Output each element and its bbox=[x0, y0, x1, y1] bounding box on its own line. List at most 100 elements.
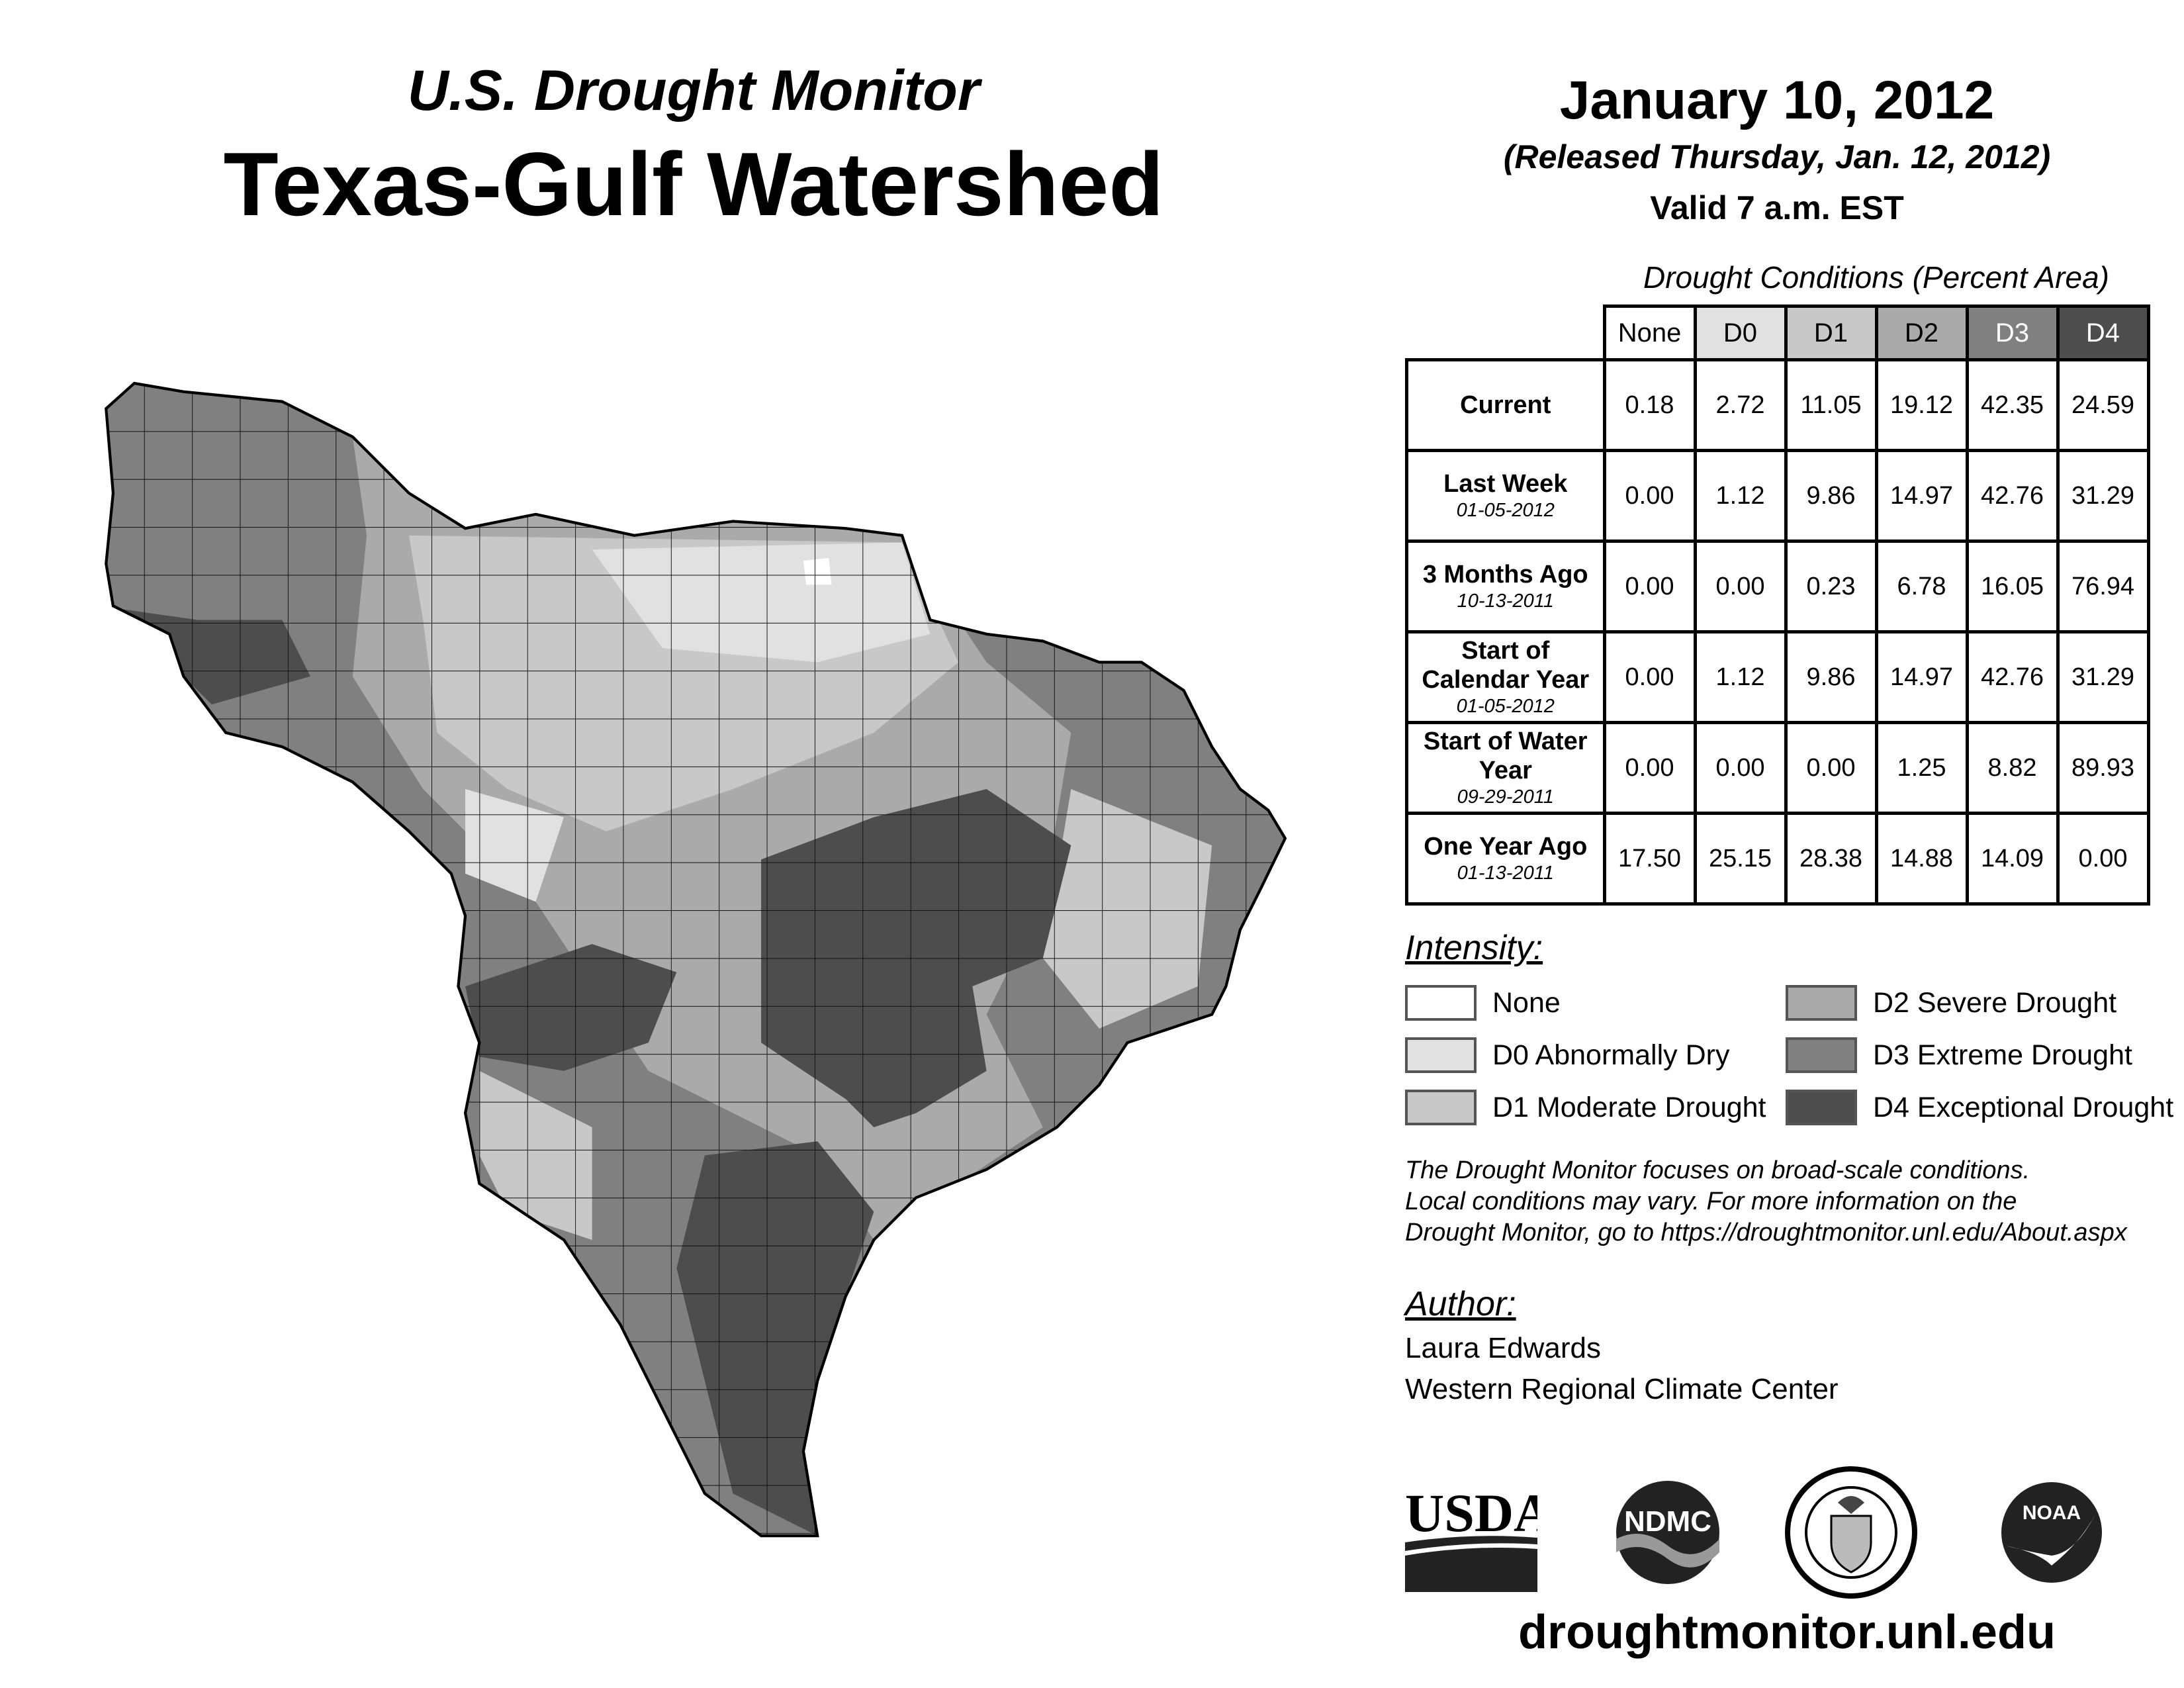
ndmc-logo-text: NDMC bbox=[1624, 1505, 1711, 1538]
legend-label: None bbox=[1492, 986, 1561, 1019]
table-cell: 25.15 bbox=[1693, 812, 1788, 906]
col-none: None bbox=[1602, 305, 1697, 361]
table-cell: 0.00 bbox=[1602, 539, 1697, 633]
table-row: Start of Water Year 09-29-2011 0.00 0.00 0.0… bbox=[1405, 721, 2150, 815]
table-cell: 31.29 bbox=[2056, 630, 2150, 724]
table-cell: 24.59 bbox=[2056, 358, 2150, 452]
table-row: One Year Ago 01-13-2011 17.50 25.15 28.38 14.… bbox=[1405, 812, 2150, 906]
table-cell: 0.00 bbox=[1693, 721, 1788, 815]
legend-label: D0 Abnormally Dry bbox=[1492, 1039, 1730, 1071]
watershed-outline bbox=[105, 381, 1287, 1538]
table-cell: 19.12 bbox=[1874, 358, 1969, 452]
table-cell: 6.78 bbox=[1874, 539, 1969, 633]
noaa-logo: NOAA bbox=[2001, 1482, 2102, 1583]
table-cell: 1.12 bbox=[1693, 449, 1788, 543]
legend-item: D2 Severe Drought bbox=[1786, 985, 2116, 1021]
map-subtitle: U.S. Drought Monitor bbox=[407, 59, 980, 122]
table-cell: 0.00 bbox=[1602, 630, 1697, 724]
map-date: January 10, 2012 bbox=[1559, 70, 1995, 130]
legend-item: D4 Exceptional Drought bbox=[1786, 1090, 2173, 1125]
table-cell: 8.82 bbox=[1965, 721, 2060, 815]
watershed-drought-map bbox=[105, 381, 1287, 1538]
row-label-text: Start of Water Year bbox=[1423, 727, 1588, 784]
author-heading: Author: bbox=[1405, 1285, 1516, 1323]
legend-swatch bbox=[1786, 1090, 1857, 1125]
row-date: 01-05-2012 bbox=[1456, 696, 1555, 717]
legend-swatch bbox=[1405, 985, 1477, 1021]
table-row: Start of Calendar Year 01-05-2012 0.00 1.12… bbox=[1405, 630, 2150, 724]
valid-time: Valid 7 a.m. EST bbox=[1650, 189, 1904, 226]
row-label: One Year Ago 01-13-2011 bbox=[1405, 812, 1606, 906]
table-cell: 2.72 bbox=[1693, 358, 1788, 452]
table-cell: 14.09 bbox=[1965, 812, 2060, 906]
table-cell: 14.97 bbox=[1874, 630, 1969, 724]
col-d3: D3 bbox=[1965, 305, 2060, 361]
legend-swatch bbox=[1786, 1037, 1857, 1073]
release-date: (Released Thursday, Jan. 12, 2012) bbox=[1503, 138, 2051, 175]
table-cell: 0.00 bbox=[1602, 721, 1697, 815]
commerce-logo bbox=[1785, 1466, 1917, 1599]
table-cell: 0.23 bbox=[1784, 539, 1878, 633]
col-d4: D4 bbox=[2056, 305, 2150, 361]
noaa-logo-text: NOAA bbox=[2023, 1502, 2081, 1524]
usda-logo-text: USDA bbox=[1405, 1483, 1537, 1543]
row-label-text: Current bbox=[1460, 391, 1551, 419]
col-d2: D2 bbox=[1874, 305, 1969, 361]
drought-conditions-table: None D0 D1 D2 D3 D4 Current 0.18 2.72 11.05… bbox=[1405, 305, 2150, 906]
legend-label: D3 Extreme Drought bbox=[1873, 1039, 2132, 1071]
author-org: Western Regional Climate Center bbox=[1405, 1373, 1839, 1405]
header-blank bbox=[1406, 306, 1604, 361]
table-row: 3 Months Ago 10-13-2011 0.00 0.00 0.23 6.78 16… bbox=[1405, 539, 2150, 633]
row-date: 10-13-2011 bbox=[1457, 590, 1554, 612]
legend-title: Intensity: bbox=[1405, 929, 1543, 967]
row-label: Start of Water Year 09-29-2011 bbox=[1405, 721, 1606, 815]
legend-label: D4 Exceptional Drought bbox=[1873, 1091, 2174, 1123]
disclaimer-note: The Drought Monitor focuses on broad-sca… bbox=[1405, 1155, 2127, 1248]
table-cell: 76.94 bbox=[2056, 539, 2150, 633]
table-cell: 0.18 bbox=[1602, 358, 1697, 452]
row-date: 01-13-2011 bbox=[1457, 863, 1554, 884]
note-line: Local conditions may vary. For more info… bbox=[1405, 1188, 2017, 1215]
legend-item: D1 Moderate Drought bbox=[1405, 1090, 1766, 1125]
col-d0: D0 bbox=[1693, 305, 1788, 361]
table-cell: 14.88 bbox=[1874, 812, 1969, 906]
table-cell: 1.25 bbox=[1874, 721, 1969, 815]
legend-label: D2 Severe Drought bbox=[1873, 986, 2117, 1019]
table-cell: 17.50 bbox=[1602, 812, 1697, 906]
row-label: Current bbox=[1405, 358, 1606, 452]
table-cell: 9.86 bbox=[1784, 449, 1878, 543]
usda-logo: USDA bbox=[1405, 1483, 1537, 1592]
author-name: Laura Edwards bbox=[1405, 1332, 1601, 1364]
legend-swatch bbox=[1405, 1090, 1477, 1125]
note-line: The Drought Monitor focuses on broad-sca… bbox=[1405, 1156, 2030, 1184]
table-title: Drought Conditions (Percent Area) bbox=[1643, 260, 2109, 295]
county-boundaries bbox=[106, 383, 1285, 1536]
row-label: 3 Months Ago 10-13-2011 bbox=[1405, 539, 1606, 633]
row-label-text: 3 Months Ago bbox=[1422, 561, 1588, 588]
table-cell: 14.97 bbox=[1874, 449, 1969, 543]
table-header-row: None D0 D1 D2 D3 D4 bbox=[1406, 305, 2150, 361]
row-label: Last Week 01-05-2012 bbox=[1405, 449, 1606, 543]
row-label-text: One Year Ago bbox=[1424, 833, 1588, 861]
legend-item: D0 Abnormally Dry bbox=[1405, 1037, 1729, 1073]
legend-label: D1 Moderate Drought bbox=[1492, 1091, 1766, 1123]
row-label: Start of Calendar Year 01-05-2012 bbox=[1405, 630, 1606, 724]
legend-swatch bbox=[1786, 985, 1857, 1021]
row-date: 01-05-2012 bbox=[1456, 500, 1555, 521]
table-cell: 0.00 bbox=[1693, 539, 1788, 633]
table-cell: 1.12 bbox=[1693, 630, 1788, 724]
col-d1: D1 bbox=[1784, 305, 1878, 361]
table-cell: 89.93 bbox=[2056, 721, 2150, 815]
table-cell: 31.29 bbox=[2056, 449, 2150, 543]
table-row: Last Week 01-05-2012 0.00 1.12 9.86 14.97 42.7… bbox=[1405, 449, 2150, 543]
table-cell: 42.76 bbox=[1965, 449, 2060, 543]
table-cell: 0.00 bbox=[1602, 449, 1697, 543]
website-url[interactable]: droughtmonitor.unl.edu bbox=[1518, 1606, 2056, 1659]
row-date: 09-29-2011 bbox=[1457, 786, 1554, 808]
table-cell: 0.00 bbox=[1784, 721, 1878, 815]
legend-item: None bbox=[1405, 985, 1561, 1021]
table-cell: 42.76 bbox=[1965, 630, 2060, 724]
table-cell: 42.35 bbox=[1965, 358, 2060, 452]
table-cell: 16.05 bbox=[1965, 539, 2060, 633]
row-label-text: Start of Calendar Year bbox=[1422, 637, 1590, 694]
